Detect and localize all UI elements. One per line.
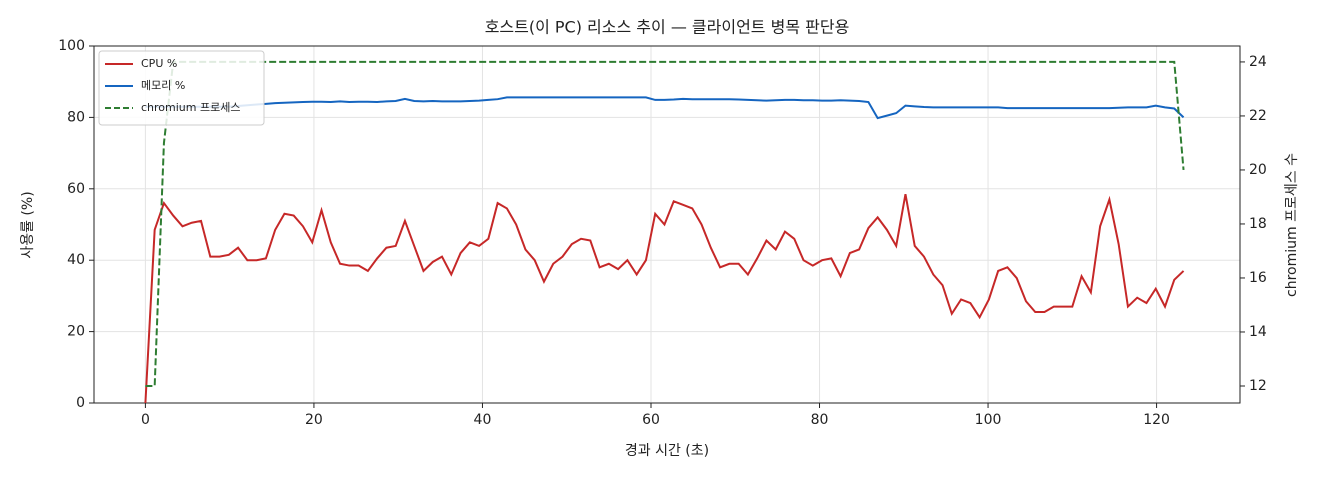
y2-tick-label: 16 [1249,270,1267,286]
chart-title: 호스트(이 PC) 리소스 추이 — 클라이언트 병목 판단용 [485,18,850,37]
y2-tick-label: 14 [1249,324,1267,340]
series-line [145,60,1185,387]
legend: CPU % 메모리 % chromium 프로세스 [98,50,265,126]
y2-tick-label: 18 [1249,216,1267,232]
y-axis-label: 사용률 (%) [20,191,36,258]
plot-frame [93,45,1241,404]
y-tick-label: 20 [67,324,85,340]
y2-tick-label: 24 [1249,54,1267,70]
x-axis-label: 경과 시간 (초) [625,443,709,459]
legend-label: 메모리 % [141,79,185,92]
y-tick-label: 60 [67,181,85,197]
legend-label: chromium 프로세스 [141,101,240,114]
x-tick-label: 60 [642,412,660,428]
y-tick-label: 0 [76,395,85,411]
x-tick-label: 100 [975,412,1002,428]
x-tick-label: 40 [474,412,492,428]
x-tick-label: 20 [305,412,323,428]
y-tick-label: 80 [67,109,85,125]
y2-tick-label: 22 [1249,108,1267,124]
legend-box [98,50,265,126]
series-line [145,96,1185,120]
y2-tick-label: 12 [1249,378,1267,394]
series-line [144,193,1185,404]
x-tick-label: 80 [811,412,829,428]
x-tick-label: 0 [141,412,150,428]
y2-tick-label: 20 [1249,162,1267,178]
legend-label: CPU % [141,57,177,70]
y-tick-label: 100 [58,38,85,54]
x-tick-label: 120 [1143,412,1170,428]
y-tick-label: 40 [67,252,85,268]
y2-axis-label: chromium 프로세스 수 [1284,153,1300,297]
